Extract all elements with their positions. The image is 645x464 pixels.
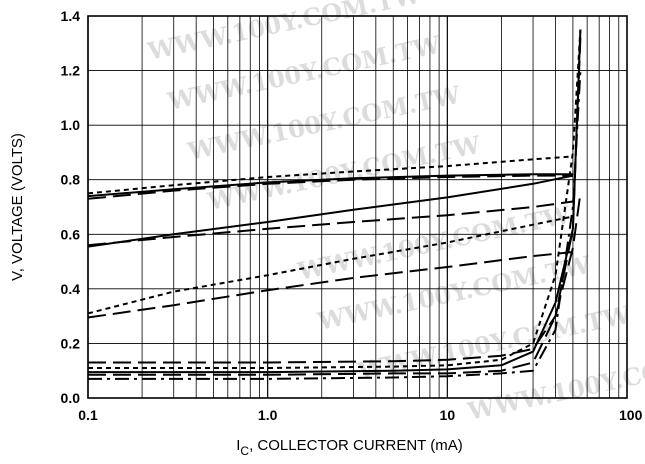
series-line <box>87 174 574 248</box>
x-tick-label: 1.0 <box>258 407 278 423</box>
y-tick-label: 0.8 <box>61 172 81 188</box>
series-layer <box>87 29 582 380</box>
series-line <box>88 29 582 369</box>
y-tick-label: 0.6 <box>61 226 81 242</box>
x-tick-label: 100 <box>619 407 643 423</box>
series-line <box>87 200 574 247</box>
y-axis-title: V, VOLTAGE (VOLTS) <box>9 133 26 281</box>
x-axis-title-subscript: C <box>240 444 249 458</box>
series-line <box>88 193 582 376</box>
series-line <box>88 37 582 364</box>
series-line <box>87 173 573 198</box>
tick-labels: 0.0 0.2 0.4 0.6 0.8 1.0 1.2 1.4 0.1 1.0 10 100 <box>61 8 643 423</box>
plot-frame <box>87 15 628 399</box>
series-line <box>87 174 573 200</box>
y-tick-label: 0.2 <box>61 335 81 351</box>
x-tick-label: 0.1 <box>78 407 98 423</box>
series-line <box>87 251 574 319</box>
x-tick-label: 10 <box>440 407 456 423</box>
x-axis-title: IC, COLLECTOR CURRENT (mA) <box>236 437 462 458</box>
series-line <box>88 70 582 380</box>
y-tick-label: 0.0 <box>61 390 81 406</box>
series-line <box>87 215 574 315</box>
y-tick-label: 1.2 <box>61 63 81 79</box>
x-axis-title-rest: , COLLECTOR CURRENT (mA) <box>249 437 463 454</box>
y-tick-label: 0.4 <box>61 281 81 297</box>
x-axis-title-main: I <box>236 437 240 454</box>
y-tick-label: 1.4 <box>61 8 81 24</box>
y-tick-label: 1.0 <box>61 117 81 133</box>
